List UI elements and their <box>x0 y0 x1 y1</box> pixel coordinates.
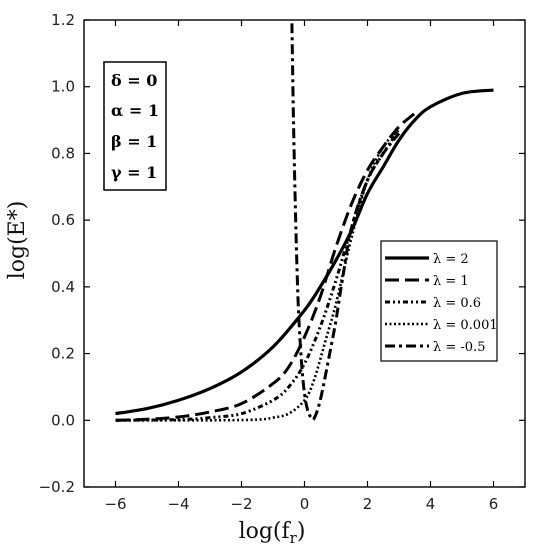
series-line-2 <box>115 112 416 422</box>
y-axis-title-group: log(E*) <box>5 201 30 280</box>
legend: λ = 2 λ = 1 λ = 0.6 λ = 0.001 λ = -0.5 <box>380 240 498 362</box>
y-axis-title: log(E*) <box>5 201 30 280</box>
parameter-box: δ = 0 α = 1 β = 1 γ = 1 <box>103 61 167 191</box>
series-line-3 <box>115 129 401 422</box>
legend-frame <box>380 240 498 362</box>
y-tick-label: 1.2 <box>51 11 75 29</box>
x-tick-label: 2 <box>363 495 373 513</box>
x-tick-label: −6 <box>104 495 126 513</box>
x-axis-title-close: ) <box>297 519 306 544</box>
x-axis-title: log(fr) <box>239 519 306 547</box>
y-tick-label: 0.8 <box>51 144 75 162</box>
legend-label-3: λ = 0.6 <box>433 296 481 311</box>
y-tick-label: 0.2 <box>51 345 75 363</box>
legend-label-2: λ = 1 <box>433 274 469 289</box>
x-tick-label: 0 <box>300 495 310 513</box>
legend-label-1: λ = 2 <box>433 252 469 267</box>
parameter-delta: δ = 0 <box>111 71 157 90</box>
x-tick-label: 6 <box>489 495 499 513</box>
y-tick-label: 0.4 <box>51 278 75 296</box>
parameter-beta: β = 1 <box>111 132 157 151</box>
y-tick-label: 0.6 <box>51 211 75 229</box>
parameter-alpha: α = 1 <box>111 101 159 120</box>
parameter-gamma: γ = 1 <box>111 163 157 182</box>
x-axis-title-main: log(f <box>239 519 292 544</box>
parameter-box-frame <box>103 61 167 191</box>
x-tick-label: −2 <box>230 495 252 513</box>
x-axis-title-subscript: r <box>290 529 298 547</box>
y-tick-label: −0.2 <box>39 478 75 496</box>
series-line-5 <box>290 23 401 422</box>
legend-label-5: λ = -0.5 <box>433 340 485 355</box>
series-line-1 <box>115 88 494 416</box>
x-tick-label: −4 <box>167 495 189 513</box>
y-tick-label: 1.0 <box>51 78 75 96</box>
y-tick-label: 0.0 <box>51 411 75 429</box>
x-tick-label: 4 <box>426 495 436 513</box>
legend-label-4: λ = 0.001 <box>433 318 498 333</box>
